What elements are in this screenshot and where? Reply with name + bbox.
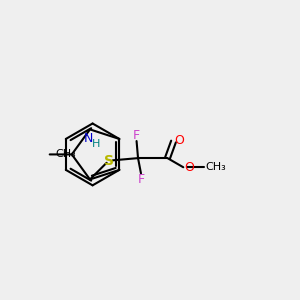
Text: CH₃: CH₃ — [206, 162, 226, 172]
Text: F: F — [137, 173, 145, 186]
Text: O: O — [184, 161, 194, 174]
Text: H: H — [92, 139, 100, 149]
Text: F: F — [133, 129, 140, 142]
Text: O: O — [174, 134, 184, 146]
Text: CH₃: CH₃ — [55, 149, 76, 159]
Text: N: N — [84, 132, 93, 145]
Text: S: S — [104, 154, 114, 168]
